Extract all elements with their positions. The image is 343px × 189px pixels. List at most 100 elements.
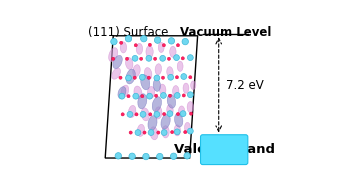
- Ellipse shape: [174, 125, 180, 136]
- Circle shape: [180, 111, 186, 117]
- Ellipse shape: [133, 65, 140, 77]
- Circle shape: [147, 76, 151, 79]
- Circle shape: [184, 131, 187, 134]
- Ellipse shape: [113, 55, 122, 69]
- Circle shape: [154, 112, 160, 117]
- Ellipse shape: [159, 84, 166, 95]
- Circle shape: [127, 112, 133, 117]
- Circle shape: [146, 55, 152, 61]
- Ellipse shape: [120, 42, 127, 53]
- Circle shape: [174, 129, 180, 135]
- Ellipse shape: [134, 86, 142, 99]
- Ellipse shape: [121, 85, 129, 97]
- Circle shape: [161, 76, 165, 79]
- Circle shape: [115, 153, 121, 159]
- Circle shape: [168, 38, 175, 44]
- Ellipse shape: [185, 122, 190, 132]
- Circle shape: [111, 57, 115, 60]
- Ellipse shape: [167, 94, 176, 108]
- Ellipse shape: [153, 79, 161, 91]
- Circle shape: [154, 57, 157, 60]
- Circle shape: [111, 38, 117, 45]
- Circle shape: [161, 130, 167, 136]
- Circle shape: [174, 93, 180, 98]
- Ellipse shape: [150, 127, 158, 140]
- Circle shape: [127, 94, 130, 98]
- Ellipse shape: [162, 126, 169, 138]
- Circle shape: [163, 112, 166, 116]
- Circle shape: [167, 111, 173, 117]
- Ellipse shape: [148, 116, 157, 131]
- Circle shape: [155, 94, 158, 97]
- Ellipse shape: [147, 86, 155, 99]
- Ellipse shape: [126, 57, 133, 70]
- Circle shape: [133, 76, 137, 79]
- Circle shape: [121, 113, 124, 116]
- Ellipse shape: [144, 67, 152, 80]
- Ellipse shape: [141, 108, 149, 121]
- Ellipse shape: [167, 67, 173, 78]
- Circle shape: [187, 55, 193, 60]
- Ellipse shape: [152, 97, 162, 112]
- Circle shape: [140, 57, 143, 60]
- Circle shape: [120, 41, 123, 44]
- Circle shape: [168, 94, 172, 97]
- Ellipse shape: [155, 107, 162, 119]
- Text: 7.2 eV: 7.2 eV: [226, 79, 264, 92]
- Circle shape: [148, 43, 152, 46]
- Ellipse shape: [177, 61, 183, 71]
- Circle shape: [162, 44, 165, 47]
- Ellipse shape: [191, 81, 196, 90]
- FancyBboxPatch shape: [201, 135, 248, 165]
- Circle shape: [133, 93, 139, 99]
- Circle shape: [161, 93, 166, 98]
- Circle shape: [125, 36, 132, 42]
- Circle shape: [168, 74, 174, 80]
- Circle shape: [134, 44, 137, 47]
- Ellipse shape: [155, 64, 162, 75]
- Ellipse shape: [137, 124, 144, 136]
- Circle shape: [170, 131, 174, 134]
- Circle shape: [176, 112, 180, 116]
- Circle shape: [182, 94, 186, 97]
- Circle shape: [175, 76, 179, 79]
- Circle shape: [149, 113, 152, 116]
- Ellipse shape: [146, 46, 153, 58]
- Circle shape: [187, 128, 193, 134]
- Ellipse shape: [136, 43, 143, 54]
- Circle shape: [170, 153, 177, 160]
- Ellipse shape: [183, 83, 189, 93]
- Ellipse shape: [170, 46, 176, 57]
- Circle shape: [181, 57, 185, 60]
- Text: Valence Band: Valence Band: [174, 143, 275, 156]
- Ellipse shape: [138, 94, 147, 109]
- Circle shape: [187, 92, 193, 98]
- Ellipse shape: [128, 105, 136, 118]
- Circle shape: [119, 76, 122, 79]
- Polygon shape: [105, 36, 198, 158]
- Ellipse shape: [167, 105, 173, 115]
- Circle shape: [141, 36, 147, 42]
- Circle shape: [157, 131, 160, 134]
- Ellipse shape: [118, 87, 126, 98]
- Circle shape: [174, 55, 179, 60]
- Circle shape: [119, 93, 125, 99]
- Ellipse shape: [158, 42, 164, 53]
- Circle shape: [143, 131, 146, 134]
- Circle shape: [176, 44, 180, 47]
- Ellipse shape: [126, 69, 135, 84]
- Ellipse shape: [187, 101, 193, 113]
- Circle shape: [156, 153, 163, 160]
- Circle shape: [182, 38, 188, 45]
- Ellipse shape: [161, 114, 170, 129]
- Circle shape: [189, 76, 192, 79]
- Circle shape: [167, 57, 170, 60]
- Circle shape: [189, 112, 193, 115]
- Circle shape: [143, 153, 149, 160]
- Ellipse shape: [175, 113, 183, 127]
- Ellipse shape: [178, 106, 185, 117]
- Circle shape: [126, 57, 129, 60]
- Circle shape: [135, 113, 138, 116]
- Circle shape: [147, 93, 153, 99]
- Circle shape: [154, 37, 161, 43]
